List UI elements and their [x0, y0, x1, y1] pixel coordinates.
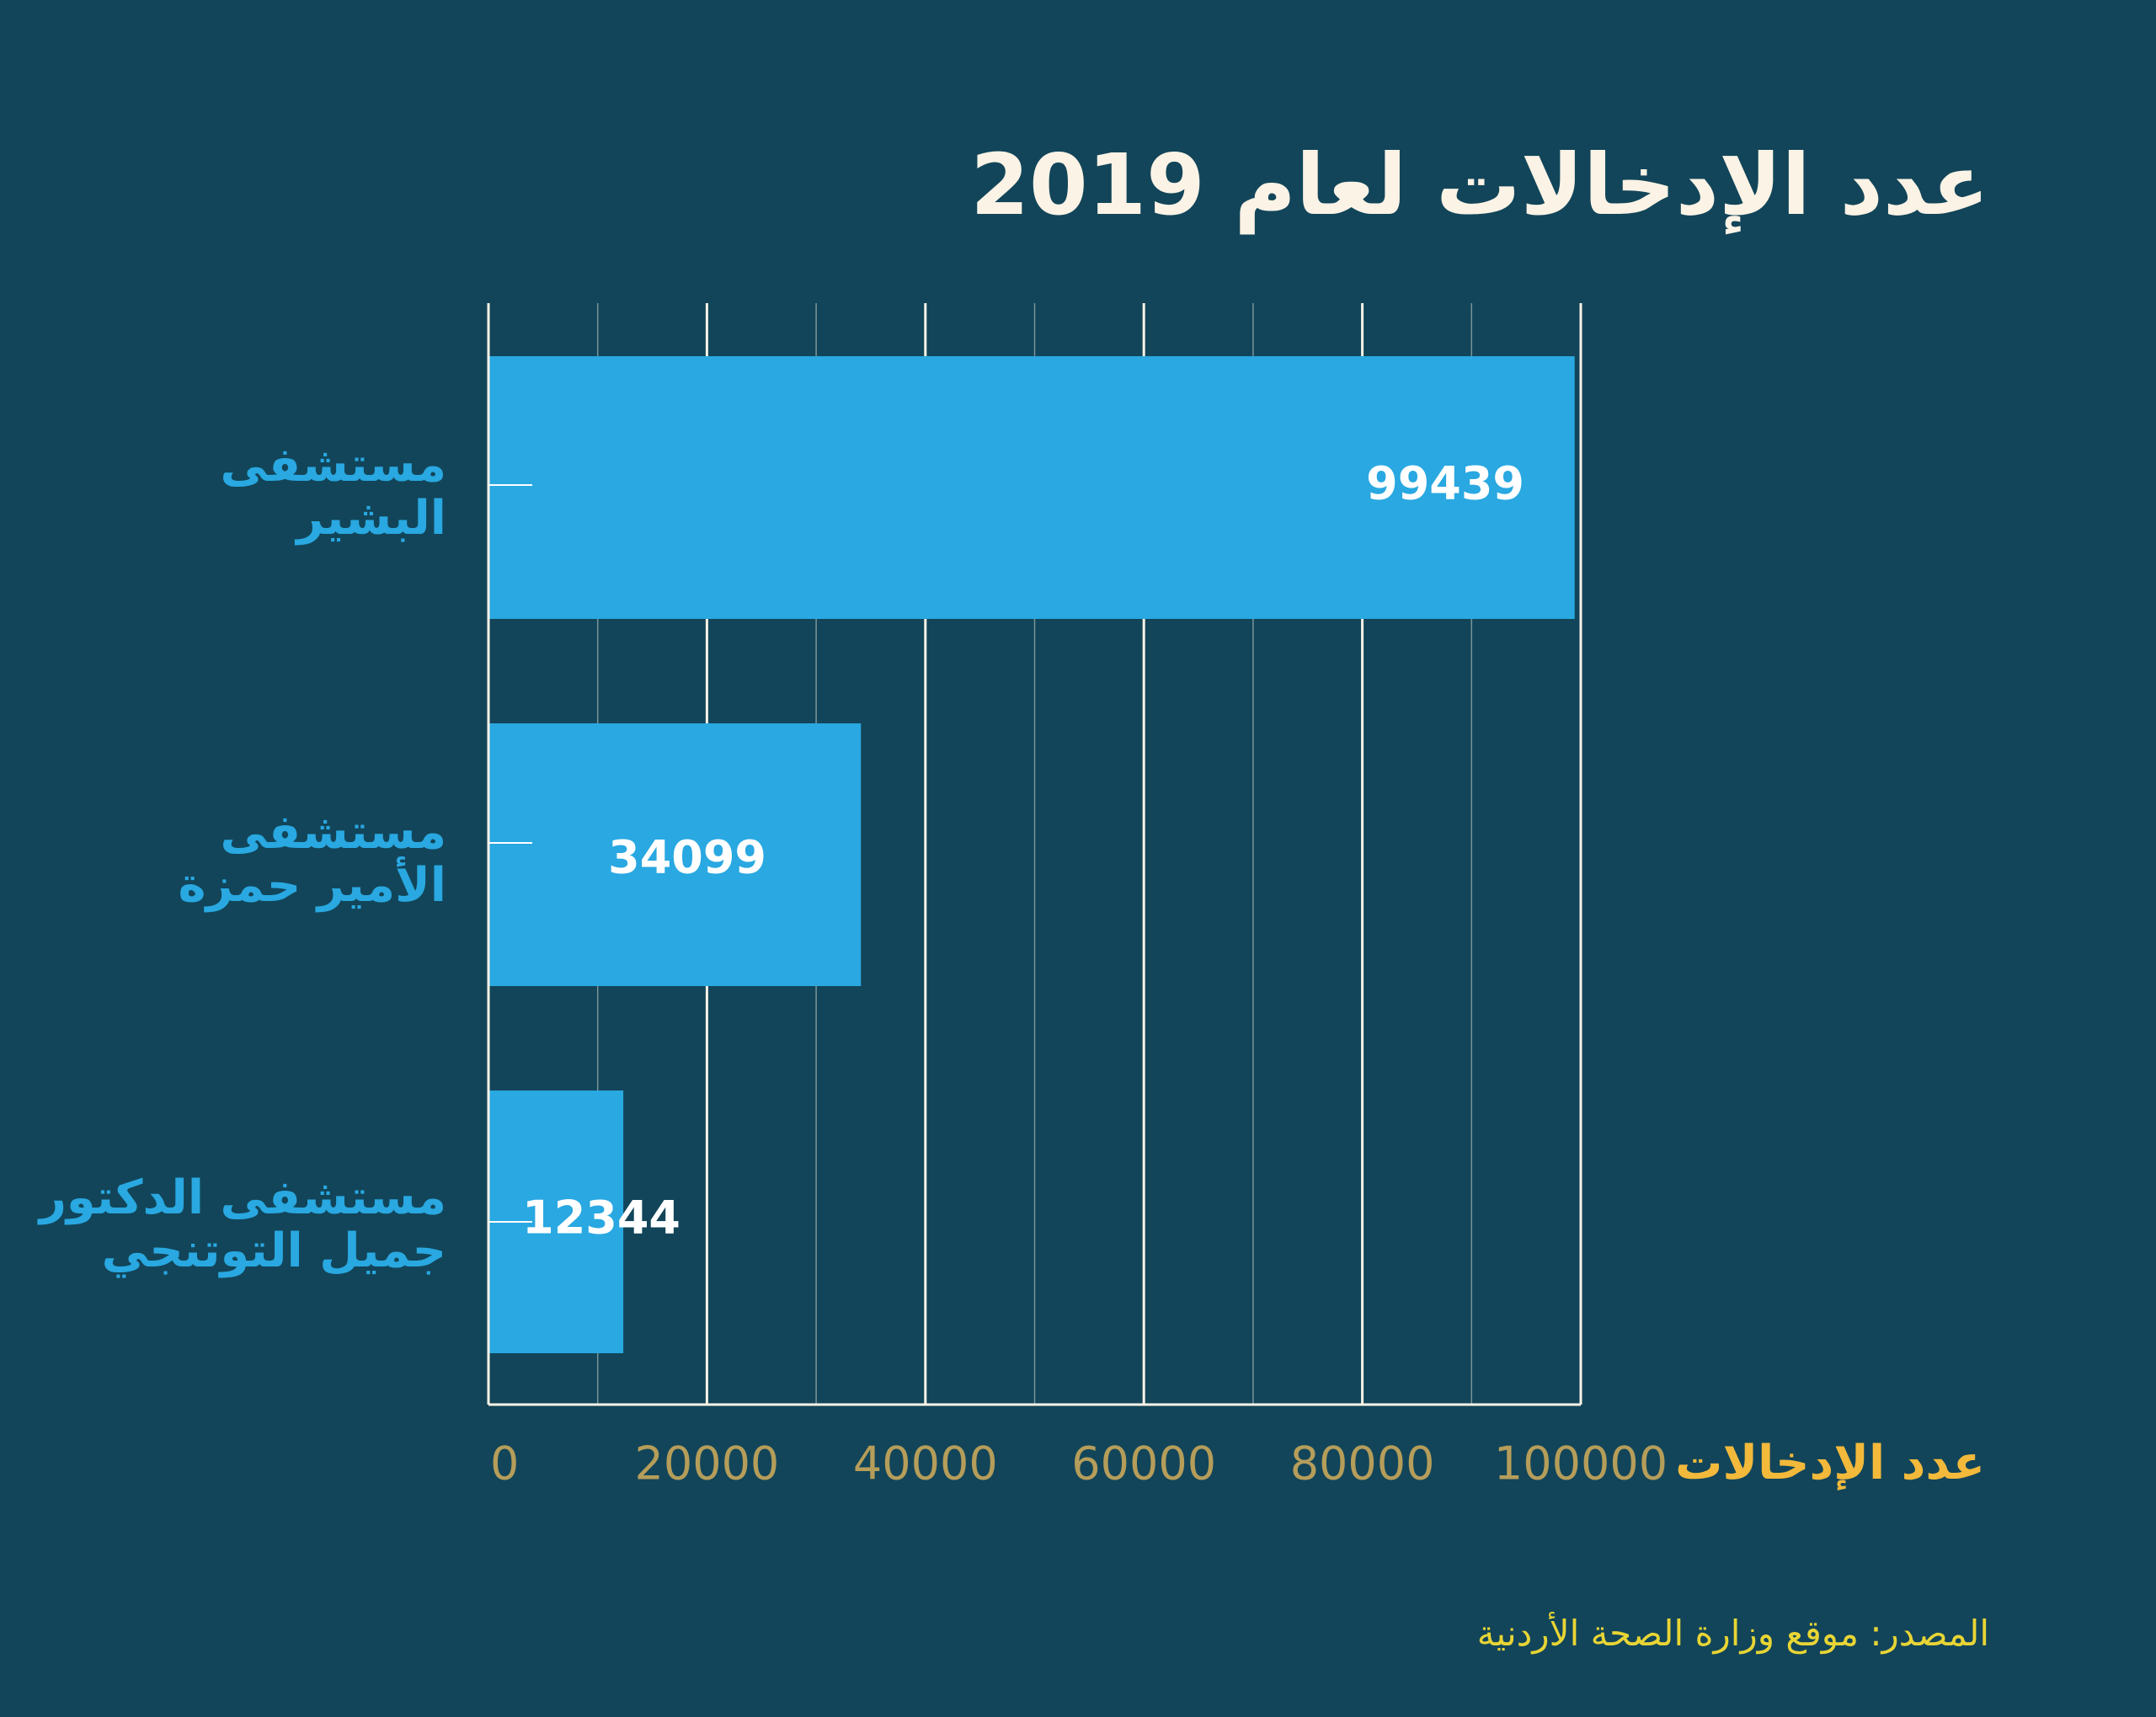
source-note: المصدر: موقع وزارة الصحة الأردنية [1476, 1613, 1989, 1654]
category-label-3: مستشفى الدكتور جميل التوتنجي [39, 1170, 446, 1278]
x-tick-label: 60000 [1071, 1437, 1216, 1490]
value-label: 34099 [608, 831, 766, 884]
bar [488, 723, 862, 986]
x-tick-label: 0 [490, 1437, 519, 1490]
bar [488, 356, 1575, 619]
x-axis-label: عدد الإدخالات [1675, 1436, 1985, 1490]
chart-title: عدد الإدخالات لعام 2019 [970, 136, 1989, 234]
x-tick-label: 100000 [1494, 1437, 1668, 1490]
x-tick-label: 40000 [853, 1437, 998, 1490]
value-label: 99439 [1366, 457, 1524, 510]
category-label-2: مستشفى الأمير حمزة [178, 805, 446, 913]
x-tick-label: 20000 [635, 1437, 780, 1490]
category-label-1: مستشفى البشير [220, 438, 446, 546]
value-label: 12344 [522, 1192, 680, 1245]
x-tick-label: 80000 [1290, 1437, 1435, 1490]
